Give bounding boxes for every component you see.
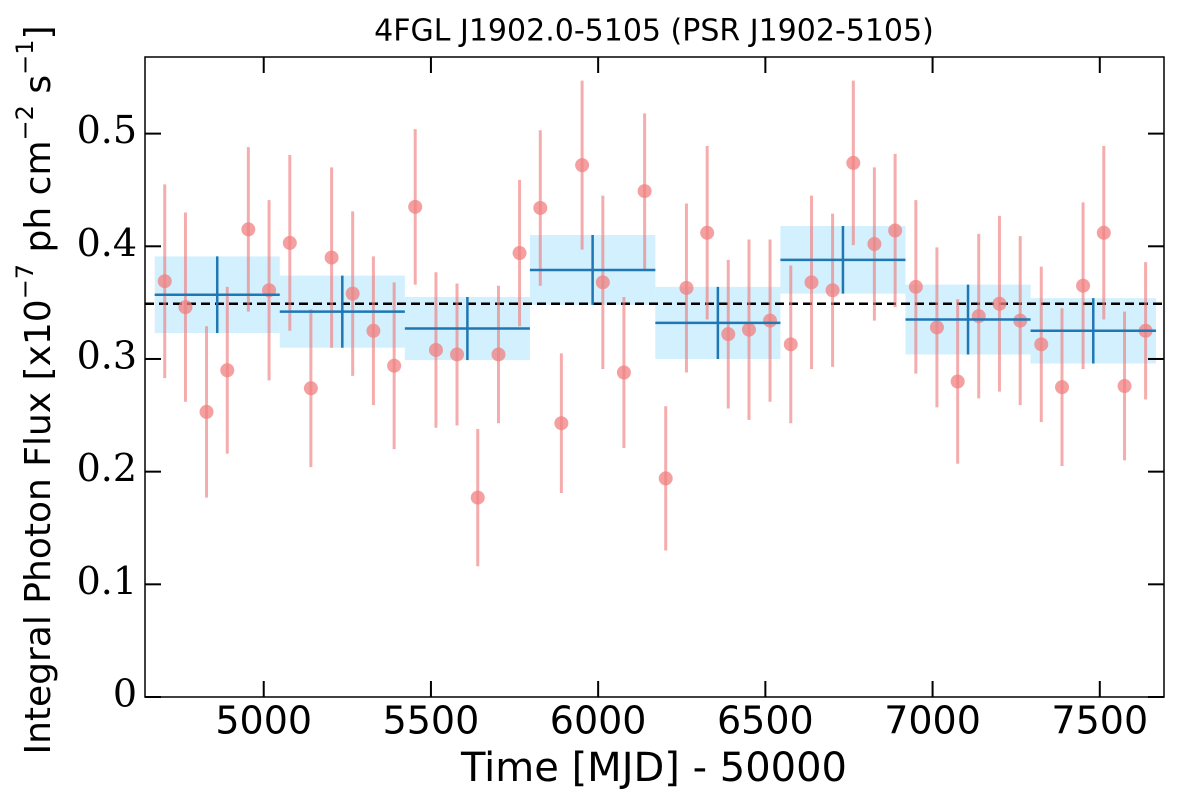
data-point	[324, 250, 339, 265]
data-point	[157, 274, 172, 289]
x-tick-label: 6000	[550, 699, 647, 743]
data-point	[199, 404, 214, 419]
data-point	[428, 342, 443, 357]
data-point	[303, 381, 318, 396]
data-point	[783, 337, 798, 352]
data-point	[888, 223, 903, 238]
data-point	[1054, 380, 1069, 395]
x-axis-label: Time [MJD] - 50000	[460, 745, 847, 791]
chart-title: 4FGL J1902.0-5105 (PSR J1902-5105)	[374, 14, 934, 49]
data-point	[846, 155, 861, 170]
y-label-sup: −2	[11, 105, 39, 140]
y-label-part: s	[18, 75, 59, 105]
y-label-part: ]	[18, 25, 59, 39]
data-point	[366, 323, 381, 338]
data-point	[575, 158, 590, 173]
data-point	[554, 416, 569, 431]
data-point	[387, 358, 402, 373]
y-tick-label: 0.5	[77, 108, 137, 152]
y-label-sup: −7	[11, 264, 39, 299]
data-point	[804, 275, 819, 290]
data-point	[825, 283, 840, 298]
data-point	[867, 237, 882, 252]
data-point	[721, 327, 736, 342]
x-tick-label: 5500	[383, 699, 480, 743]
data-point	[700, 225, 715, 240]
data-point	[595, 275, 610, 290]
data-point	[908, 279, 923, 294]
y-tick-label: 0	[113, 672, 137, 716]
x-tick-label: 6500	[717, 699, 814, 743]
data-point	[533, 200, 548, 215]
data-point	[345, 286, 360, 301]
data-point	[178, 300, 193, 315]
plot-frame	[144, 56, 1165, 698]
data-point	[1096, 225, 1111, 240]
data-point	[1034, 337, 1049, 352]
data-point	[512, 246, 527, 261]
data-point	[1117, 379, 1132, 394]
data-point	[971, 309, 986, 324]
data-point	[450, 347, 465, 362]
data-point	[282, 235, 297, 250]
data-point	[408, 199, 423, 214]
x-tick-label: 7000	[884, 699, 981, 743]
y-tick-label: 0.3	[77, 333, 137, 377]
data-point	[763, 313, 778, 328]
data-point	[220, 363, 235, 378]
y-label-part: Integral Photon Flux [x10	[18, 299, 59, 754]
data-point	[679, 280, 694, 295]
data-point	[950, 374, 965, 389]
data-point	[616, 365, 631, 380]
data-point	[637, 184, 652, 199]
x-tick-label: 5000	[215, 699, 312, 743]
data-point	[929, 320, 944, 335]
data-point	[1076, 278, 1091, 293]
data-point	[470, 490, 485, 505]
y-label-sup: −1	[11, 40, 39, 75]
y-label-part: ph cm	[18, 140, 59, 263]
x-tick-label: 7500	[1051, 699, 1148, 743]
data-point	[741, 322, 756, 337]
y-tick-label: 0.1	[77, 559, 137, 603]
data-point	[992, 296, 1007, 311]
data-point	[241, 222, 256, 237]
y-tick-label: 0.4	[77, 221, 137, 265]
y-tick-label: 0.2	[77, 446, 137, 490]
data-point	[658, 471, 673, 486]
data-point	[491, 347, 506, 362]
y-axis-label: Integral Photon Flux [x10−7 ph cm−2 s−1]	[11, 25, 59, 754]
